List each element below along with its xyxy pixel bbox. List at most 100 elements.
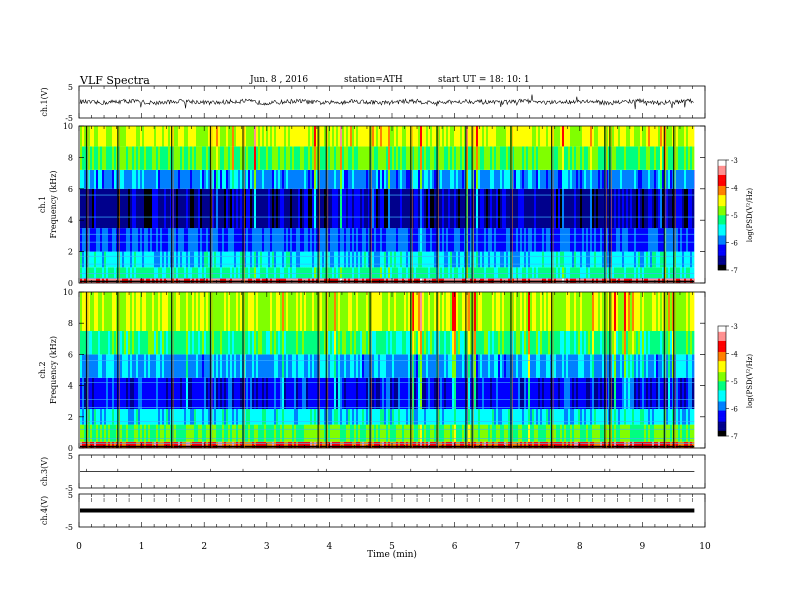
spectrogram-cell: [378, 146, 381, 170]
spectrogram-cell: [348, 126, 351, 147]
spectrogram-cell: [208, 267, 211, 279]
spectrogram-cell: [498, 146, 501, 170]
spectrogram-cell: [354, 170, 357, 189]
spectrogram-cell: [278, 251, 281, 268]
spectrogram-cell: [90, 409, 93, 425]
spectrogram-cell: [278, 409, 281, 425]
spectrogram-cell: [306, 146, 309, 170]
spectrogram-cell: [594, 228, 597, 252]
spectrogram-cell: [324, 354, 327, 378]
spectrogram-cell: [354, 126, 357, 147]
spectrogram-cell: [126, 409, 129, 425]
spectrogram-cell: [680, 251, 683, 268]
spectrogram-cell: [254, 267, 257, 279]
ch1-spectrogram-y-tick-label: 2: [68, 248, 73, 257]
spectrogram-cell: [156, 251, 159, 268]
spectrogram-cell: [96, 228, 99, 252]
spectrogram-cell: [264, 267, 267, 279]
spectrogram-cell: [412, 409, 415, 425]
spectrogram-cell: [562, 292, 565, 331]
spectrogram-cell: [608, 331, 611, 355]
spectrogram-cell: [592, 377, 595, 409]
spectrogram-cell: [168, 331, 171, 355]
spectrogram-cell: [126, 441, 129, 448]
spectrogram-cell: [94, 409, 97, 425]
spectrogram-cell: [556, 409, 559, 425]
spectrogram-cell: [692, 228, 695, 252]
spectrogram-cell: [96, 409, 99, 425]
spectrogram-cell: [176, 331, 179, 355]
spectrogram-cell: [158, 441, 161, 448]
spectrogram-cell: [126, 377, 129, 409]
spectrogram-cell: [194, 354, 197, 378]
spectrogram-cell: [238, 331, 241, 355]
spectrogram-cell: [416, 146, 419, 170]
spectrogram-cell: [656, 278, 659, 283]
spectrogram-cell: [546, 170, 549, 189]
spectrogram-cell: [556, 146, 559, 170]
spectrogram-cell: [184, 126, 187, 147]
spectrogram-cell: [438, 251, 441, 268]
spectrogram-cell: [690, 377, 693, 409]
spectrogram-cell: [398, 331, 401, 355]
spectrogram-cell: [652, 228, 655, 252]
spectrogram-cell: [614, 126, 617, 147]
spectrogram-cell: [660, 278, 663, 283]
spectrogram-cell: [380, 377, 383, 409]
spectrogram-cell: [140, 251, 143, 268]
spectrogram-cell: [390, 170, 393, 189]
spectrogram-cell: [470, 409, 473, 425]
spectrogram-cell: [390, 188, 393, 229]
spectrogram-cell: [584, 170, 587, 189]
spectrogram-cell: [262, 292, 265, 331]
spectrogram-cell: [324, 278, 327, 283]
spectrogram-cell: [324, 377, 327, 409]
spectrogram-cell: [154, 126, 157, 147]
spectrogram-cell: [386, 170, 389, 189]
spectrogram-cell: [248, 409, 251, 425]
spectrogram-cell: [342, 292, 345, 331]
spectrogram-cell: [256, 188, 259, 229]
spectrogram-cell: [360, 170, 363, 189]
spectrogram-cell: [560, 251, 563, 268]
spectrogram-cell: [570, 126, 573, 147]
spectrogram-cell: [406, 267, 409, 279]
spectrogram-cell: [632, 331, 635, 355]
spectrogram-cell: [126, 188, 129, 229]
spectrogram-cell: [138, 267, 141, 279]
spectrogram-cell: [138, 331, 141, 355]
spectrogram-cell: [672, 228, 675, 252]
spectrogram-cell: [294, 377, 297, 409]
spectrogram-cell: [336, 251, 339, 268]
spectrogram-cell: [630, 292, 633, 331]
spectrogram-cell: [494, 267, 497, 279]
spectrogram-cell: [232, 146, 235, 170]
spectrogram-cell: [602, 188, 605, 229]
spectrogram-cell: [522, 377, 525, 409]
spectrogram-cell: [394, 188, 397, 229]
spectrogram-cell: [640, 354, 643, 378]
spectrogram-cell: [284, 251, 287, 268]
spectrogram-cell: [184, 146, 187, 170]
spectrogram-cell: [542, 170, 545, 189]
spectrogram-cell: [448, 331, 451, 355]
spectrogram-cell: [690, 292, 693, 331]
spectrogram-cell: [576, 146, 579, 170]
spectrogram-cell: [400, 146, 403, 170]
spectrogram-cell: [114, 354, 117, 378]
spectrogram-cell: [312, 278, 315, 283]
spectrogram-cell: [662, 278, 665, 283]
spectrogram-cell: [296, 267, 299, 279]
spectrogram-cell: [508, 424, 511, 442]
spectrogram-cell: [318, 126, 321, 147]
spectrogram-cell: [492, 331, 495, 355]
spectrogram-cell: [160, 170, 163, 189]
spectrogram-cell: [642, 188, 645, 229]
empty-region: [694, 292, 705, 448]
spectrogram-cell: [106, 409, 109, 425]
spectrogram-cell: [360, 377, 363, 409]
spectrogram-cell: [404, 377, 407, 409]
spectrogram-cell: [402, 146, 405, 170]
spectrogram-cell: [354, 424, 357, 442]
spectrogram-cell: [398, 267, 401, 279]
